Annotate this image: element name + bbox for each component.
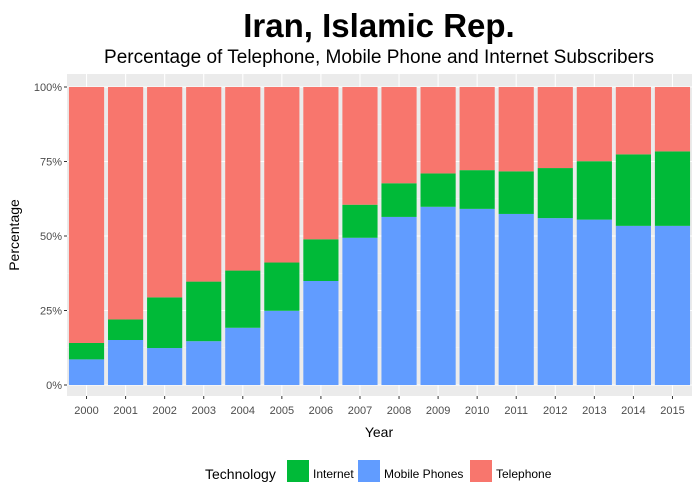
x-tick-label: 2001	[113, 405, 137, 417]
y-tick-label: 25%	[40, 306, 62, 318]
x-tick-label: 2013	[582, 405, 606, 417]
bar-internet-2006	[303, 239, 339, 281]
bar-internet-2010	[459, 170, 495, 209]
bar-telephone-2011	[498, 87, 534, 172]
bar-mobile-phones-2010	[459, 208, 495, 385]
x-tick-label: 2007	[348, 405, 372, 417]
bar-telephone-2004	[225, 87, 261, 271]
bar-mobile-phones-2012	[537, 218, 573, 385]
bar-mobile-phones-2000	[68, 359, 105, 385]
bar-telephone-2008	[381, 87, 417, 184]
y-tick-label: 50%	[40, 231, 62, 243]
bar-internet-2014	[615, 154, 651, 226]
bar-internet-2011	[498, 171, 534, 214]
bar-mobile-phones-2002	[147, 348, 183, 385]
bar-internet-2009	[420, 173, 456, 207]
bar-telephone-2003	[186, 87, 222, 282]
bar-telephone-2010	[459, 87, 495, 171]
legend-title: Technology	[205, 466, 276, 482]
y-tick-label: 75%	[40, 157, 62, 169]
bar-mobile-phones-2005	[264, 310, 300, 385]
bar-telephone-2007	[342, 87, 378, 205]
legend-swatch-telephone	[470, 460, 492, 482]
bar-internet-2000	[68, 342, 105, 360]
bar-mobile-phones-2015	[654, 225, 691, 385]
y-axis: 0% 25% 50% 75% 100%	[34, 82, 67, 392]
bar-mobile-phones-2001	[108, 340, 144, 385]
x-tick-label: 2012	[543, 405, 567, 417]
bar-internet-2007	[342, 204, 378, 238]
bar-telephone-2012	[537, 87, 573, 169]
x-tick-label: 2010	[465, 405, 489, 417]
x-tick-label: 2002	[152, 405, 176, 417]
chart-subtitle: Percentage of Telephone, Mobile Phone an…	[104, 47, 654, 68]
bar-internet-2013	[576, 161, 612, 220]
x-tick-label: 2014	[621, 405, 645, 417]
y-tick-label: 100%	[34, 82, 62, 94]
bar-mobile-phones-2006	[303, 280, 339, 385]
legend-swatch-internet	[287, 460, 309, 482]
legend-label-mobile-phones: Mobile Phones	[384, 467, 463, 481]
bar-telephone-2001	[108, 87, 144, 320]
x-tick-label: 2000	[74, 405, 98, 417]
bar-mobile-phones-2009	[420, 206, 456, 385]
x-axis-title: Year	[365, 424, 394, 440]
bar-mobile-phones-2011	[498, 213, 534, 385]
bar-mobile-phones-2004	[225, 327, 261, 385]
chart-title: Iran, Islamic Rep.	[243, 7, 514, 44]
bar-telephone-2006	[303, 87, 339, 240]
legend-label-internet: Internet	[313, 467, 354, 481]
x-tick-label: 2011	[504, 405, 528, 417]
x-tick-label: 2006	[309, 405, 333, 417]
bar-internet-2004	[225, 270, 261, 328]
bar-telephone-2000	[68, 87, 105, 343]
bar-telephone-2015	[654, 87, 691, 152]
x-axis: 2000 2001 2002 2003 2004 2005 2006 2007 2008 2009…	[74, 396, 685, 417]
bar-internet-2003	[186, 281, 222, 342]
bar-internet-2012	[537, 168, 573, 219]
bar-telephone-2013	[576, 87, 612, 162]
bar-mobile-phones-2008	[381, 216, 417, 385]
bar-mobile-phones-2013	[576, 219, 612, 385]
legend-label-telephone: Telephone	[496, 467, 552, 481]
x-tick-label: 2009	[426, 405, 450, 417]
y-axis-title: Percentage	[6, 199, 22, 271]
bar-mobile-phones-2003	[186, 341, 222, 385]
bar-telephone-2005	[264, 87, 300, 263]
bar-telephone-2009	[420, 87, 456, 174]
x-tick-label: 2003	[191, 405, 215, 417]
legend-swatch-mobile-phones	[358, 460, 380, 482]
bar-internet-2001	[108, 319, 144, 341]
y-tick-label: 0%	[46, 380, 62, 392]
x-tick-label: 2004	[231, 405, 255, 417]
bar-internet-2005	[264, 262, 300, 311]
bar-mobile-phones-2007	[342, 237, 378, 385]
bar-telephone-2002	[147, 87, 183, 298]
bar-internet-2008	[381, 183, 417, 217]
x-tick-label: 2008	[387, 405, 411, 417]
legend: Technology Internet Mobile Phones Teleph…	[205, 460, 552, 482]
x-tick-label: 2005	[270, 405, 294, 417]
bar-mobile-phones-2014	[615, 225, 651, 385]
bar-telephone-2014	[615, 87, 651, 155]
bar-internet-2002	[147, 297, 183, 349]
x-tick-label: 2015	[660, 405, 684, 417]
bars-group	[68, 87, 691, 385]
bar-internet-2015	[654, 151, 691, 226]
